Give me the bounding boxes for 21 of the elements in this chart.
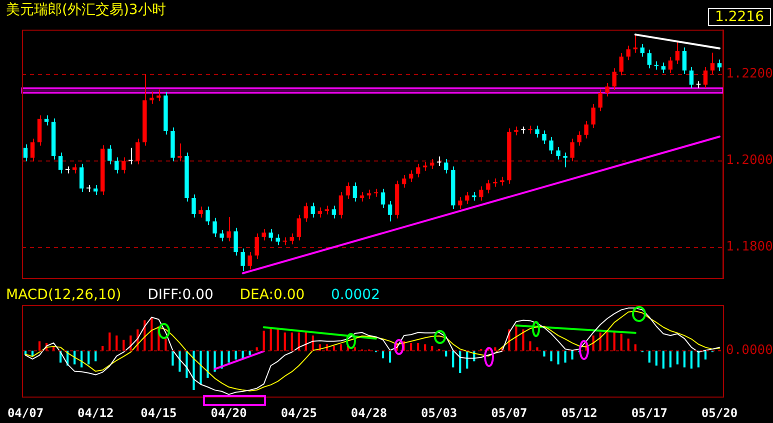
- y-tick-label: 1.2200: [726, 66, 773, 82]
- x-tick-label: 05/07: [491, 406, 528, 420]
- series-label: DIFF:0.00: [148, 287, 214, 303]
- x-tick-label: 05/03: [421, 406, 458, 420]
- x-tick-label: 04/28: [350, 406, 388, 420]
- y-tick-label: 1.1800: [726, 240, 773, 255]
- x-tick-label: 04/15: [140, 406, 177, 420]
- x-tick-label: 04/20: [210, 406, 247, 420]
- chart-title: MACD(12,26,10): [6, 287, 122, 303]
- text: 1.2216: [708, 8, 771, 26]
- ref-line-label: 0.0000: [726, 343, 773, 358]
- text: DEA:0.00: [240, 287, 305, 303]
- x-tick-label: 04/07: [7, 406, 44, 420]
- text: 0.0002: [331, 287, 380, 303]
- x-tick-label: 05/12: [561, 406, 598, 420]
- chart-title: 美元瑞郎(外汇交易)3小时: [6, 0, 166, 18]
- x-tick-label: 05/20: [701, 406, 738, 420]
- x-tick-label: 04/12: [78, 406, 114, 420]
- x-tick-label: 04/25: [280, 406, 317, 420]
- y-tick-label: 1.2000: [726, 153, 773, 168]
- x-tick-label: 05/17: [631, 406, 668, 420]
